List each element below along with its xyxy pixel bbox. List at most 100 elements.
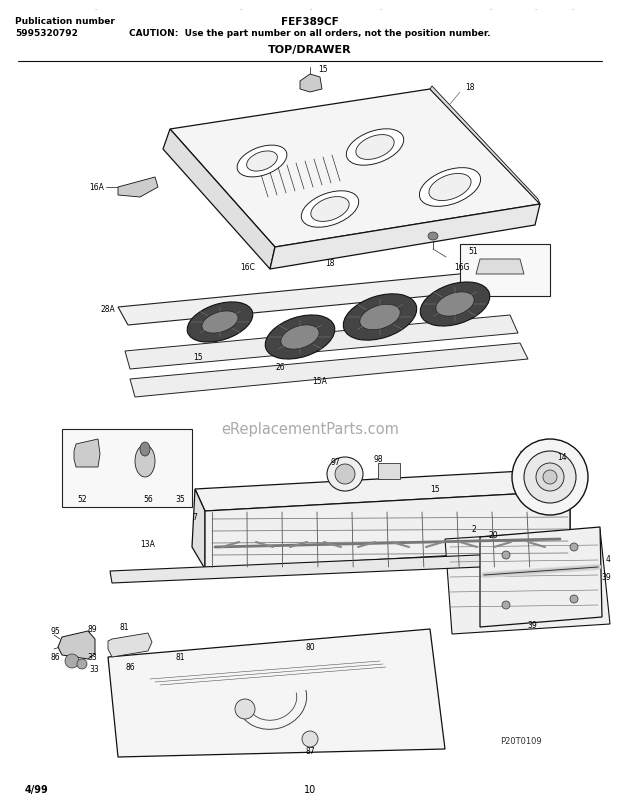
Ellipse shape xyxy=(570,544,578,552)
Text: 39: 39 xyxy=(601,573,611,582)
Text: 16C: 16C xyxy=(241,263,255,272)
Text: 81: 81 xyxy=(175,653,185,662)
Text: 15: 15 xyxy=(318,65,328,75)
Text: 86: 86 xyxy=(50,653,60,662)
Text: 95: 95 xyxy=(50,626,60,636)
Text: 14: 14 xyxy=(557,453,567,462)
Polygon shape xyxy=(130,344,528,397)
Text: 89: 89 xyxy=(87,625,97,634)
Bar xyxy=(378,463,400,479)
Polygon shape xyxy=(192,489,205,569)
Text: 52: 52 xyxy=(77,495,87,503)
Ellipse shape xyxy=(436,292,474,316)
Text: 87: 87 xyxy=(305,747,315,756)
Text: 20: 20 xyxy=(488,531,498,540)
Ellipse shape xyxy=(140,442,150,456)
Ellipse shape xyxy=(419,169,480,207)
Polygon shape xyxy=(270,205,540,270)
Ellipse shape xyxy=(524,451,576,503)
Ellipse shape xyxy=(428,233,438,241)
Text: .: . xyxy=(571,5,573,11)
Ellipse shape xyxy=(536,463,564,491)
Text: Publication number: Publication number xyxy=(15,18,115,26)
Text: 16A: 16A xyxy=(89,183,104,192)
Ellipse shape xyxy=(135,446,155,478)
Polygon shape xyxy=(170,90,540,247)
Text: 56: 56 xyxy=(143,495,153,503)
Text: P20T0109: P20T0109 xyxy=(500,736,542,745)
Polygon shape xyxy=(118,271,502,325)
Text: TOP/DRAWER: TOP/DRAWER xyxy=(268,45,352,55)
Text: 26: 26 xyxy=(275,363,285,372)
Ellipse shape xyxy=(301,192,359,228)
Text: 33: 33 xyxy=(89,665,99,674)
Text: .: . xyxy=(379,5,381,11)
Text: FEF389CF: FEF389CF xyxy=(281,17,339,27)
Ellipse shape xyxy=(512,439,588,516)
Bar xyxy=(460,245,550,296)
Polygon shape xyxy=(110,552,572,583)
Ellipse shape xyxy=(420,283,490,327)
Text: 15: 15 xyxy=(193,353,203,362)
Polygon shape xyxy=(163,130,275,270)
Text: CAUTION:  Use the part number on all orders, not the position number.: CAUTION: Use the part number on all orde… xyxy=(129,28,491,38)
Text: 18: 18 xyxy=(326,259,335,268)
Text: 4: 4 xyxy=(606,555,611,564)
Text: 86: 86 xyxy=(125,662,135,671)
Ellipse shape xyxy=(327,458,363,491)
Text: 18: 18 xyxy=(465,84,475,92)
Text: 15A: 15A xyxy=(312,377,327,386)
Ellipse shape xyxy=(237,146,287,177)
Text: .: . xyxy=(489,5,491,11)
Polygon shape xyxy=(195,470,570,512)
Text: .: . xyxy=(534,5,536,11)
Text: 97: 97 xyxy=(330,458,340,467)
Text: 51: 51 xyxy=(468,247,477,255)
Text: 80: 80 xyxy=(305,642,315,652)
Polygon shape xyxy=(74,439,100,467)
Ellipse shape xyxy=(356,136,394,160)
Polygon shape xyxy=(300,75,322,93)
Ellipse shape xyxy=(265,316,335,360)
Polygon shape xyxy=(125,316,518,369)
Polygon shape xyxy=(445,529,610,634)
Ellipse shape xyxy=(202,312,238,333)
Ellipse shape xyxy=(343,295,417,340)
Ellipse shape xyxy=(247,152,277,172)
Text: 7: 7 xyxy=(193,513,197,522)
Ellipse shape xyxy=(347,129,404,166)
Ellipse shape xyxy=(502,552,510,560)
Text: 28A: 28A xyxy=(100,305,115,314)
Ellipse shape xyxy=(187,303,253,343)
Text: 2: 2 xyxy=(472,525,476,534)
Ellipse shape xyxy=(335,464,355,484)
Ellipse shape xyxy=(311,198,349,222)
Polygon shape xyxy=(558,470,570,549)
Polygon shape xyxy=(476,259,524,275)
Polygon shape xyxy=(108,634,152,657)
Ellipse shape xyxy=(235,699,255,719)
Ellipse shape xyxy=(360,305,400,330)
Text: 39: 39 xyxy=(527,621,537,630)
Ellipse shape xyxy=(570,595,578,603)
Ellipse shape xyxy=(77,659,87,669)
Polygon shape xyxy=(480,528,602,627)
Text: 10: 10 xyxy=(304,784,316,794)
Text: 5995320792: 5995320792 xyxy=(15,28,78,38)
Text: eReplacementParts.com: eReplacementParts.com xyxy=(221,422,399,437)
Text: 98: 98 xyxy=(373,455,383,464)
Ellipse shape xyxy=(302,731,318,747)
Text: 16G: 16G xyxy=(454,263,470,272)
Ellipse shape xyxy=(543,471,557,484)
Polygon shape xyxy=(58,631,95,659)
Text: 33: 33 xyxy=(87,653,97,662)
Text: .: . xyxy=(239,5,241,11)
Polygon shape xyxy=(430,87,540,205)
Text: 81: 81 xyxy=(119,622,129,632)
Polygon shape xyxy=(205,491,570,569)
Text: 35: 35 xyxy=(175,495,185,503)
Text: 13A: 13A xyxy=(141,540,156,548)
Ellipse shape xyxy=(502,601,510,609)
Text: 15: 15 xyxy=(430,485,440,494)
Bar xyxy=(62,430,192,507)
